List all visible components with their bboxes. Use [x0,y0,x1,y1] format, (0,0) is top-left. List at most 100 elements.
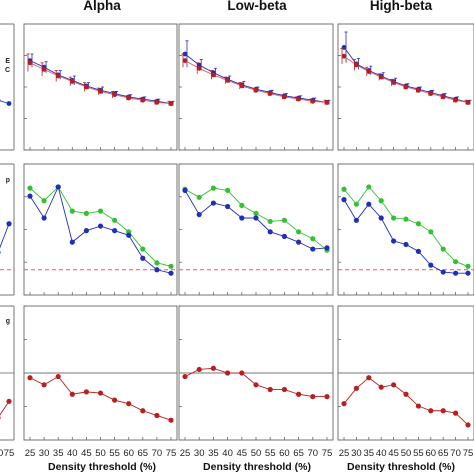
data-point-red [211,72,216,78]
data-point-green [83,210,89,216]
data-point-green [428,229,434,235]
x-tick-label: 55 [413,448,424,459]
row-label-p: p [6,177,10,184]
data-point-green [465,263,471,269]
data-point-red [378,74,384,80]
data-point-red [296,391,302,397]
data-point-red [196,366,202,373]
series-line-red [29,375,172,421]
series-line-blue [29,60,172,104]
data-point-red [403,84,409,90]
data-point-green [112,217,118,223]
x-tick-label: 65 [138,448,149,459]
data-point-red [428,91,434,96]
data-point-red [69,79,75,84]
data-point-red [341,53,347,59]
data-point-red [112,397,118,403]
panel-title-high-beta: High-beta [370,0,433,13]
x-tick-label: 45 [388,448,399,459]
data-point-red [324,100,330,105]
data-point-red [415,403,421,409]
plot-area: 25 30 35 40 45 50 55 60 65 70 75 25 30 35 40 45 50 55 60 65… [0,23,474,459]
data-point-green [415,221,421,227]
data-point-blue [253,215,259,221]
x-tick-label: 45 [81,448,92,459]
panel-frame [23,23,178,151]
x-tick-label: 25 [25,448,36,459]
series-line-red [184,60,328,103]
x-tick-label: 35 [364,448,375,459]
data-point-blue [378,215,384,221]
data-point-red [440,408,446,414]
data-point-green [440,246,446,252]
data-point-blue [453,270,459,276]
x-tick-label: 45 [237,448,248,459]
series-line-green [343,186,469,267]
x-tick-label: 50 [95,448,106,459]
data-point-red [282,94,287,100]
x-tick-label: 55 [109,448,120,459]
data-point-blue [168,270,174,276]
data-point-red [465,100,471,105]
data-point-green [296,229,302,235]
x-tick-label: 30 [194,448,205,459]
data-point-blue [366,201,372,207]
data-point-green [310,236,316,242]
panel-title-low-beta: Low-beta [227,0,287,13]
data-point-green [154,260,160,266]
series-line-red [0,401,10,416]
data-point-red [366,69,372,74]
data-point-blue [281,233,287,239]
data-point-red [0,416,1,420]
data-point-red [391,80,396,85]
data-point-green [366,184,372,190]
panel-frame [178,163,334,296]
row-label-g: g [6,318,10,325]
data-point-blue [83,228,89,234]
series-line-blue [343,199,468,274]
panel-frame [337,163,474,296]
data-point-blue [324,245,330,251]
data-point-blue [196,211,202,218]
data-point-green [253,210,259,216]
data-point-red [341,401,347,407]
series-line-blue [184,53,328,103]
data-point-blue [112,228,118,234]
data-point-red [126,95,132,101]
data-point-red [253,382,259,388]
row-label-c: C [5,67,10,74]
x-tick-label: 65 [438,448,449,459]
data-point-red [453,97,458,103]
data-point-blue [440,269,446,275]
data-point-red [267,386,273,393]
data-point-red [126,401,132,407]
data-point-blue [239,215,245,221]
data-point-blue [41,215,47,221]
data-point-red [97,390,104,396]
data-point-red [210,365,216,371]
data-point-red [196,65,202,71]
data-point-red [154,100,160,105]
x-tick-label: 60 [426,448,437,459]
x-tick-label: 75 [4,448,15,459]
data-point-green [210,185,216,191]
data-point-red [416,87,421,93]
data-point-red [465,422,471,428]
data-point-green [403,216,409,222]
data-point-red [310,394,316,400]
series-line-red [29,62,172,104]
data-point-red [428,408,434,414]
data-point-red [324,394,330,400]
x-tick-label: 70 [450,448,461,459]
panel-title-alpha: Alpha [83,0,121,13]
data-point-green [168,263,174,269]
x-tick-label: 40 [376,448,387,459]
data-point-green [353,201,359,207]
data-point-blue [428,262,434,268]
data-point-green [225,187,231,193]
x-tick-label: 35 [208,448,219,459]
data-point-blue [415,248,421,254]
data-point-red [41,382,47,388]
data-point-red [296,96,301,102]
row-label-e: E [5,58,10,65]
